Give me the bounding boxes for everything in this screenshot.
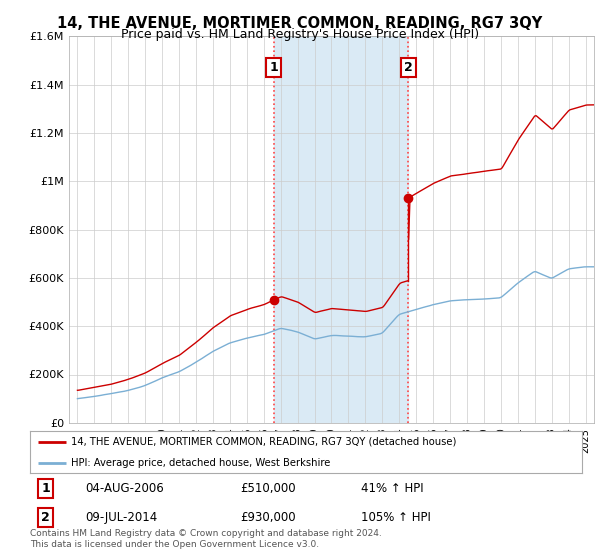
Text: Contains HM Land Registry data © Crown copyright and database right 2024.
This d: Contains HM Land Registry data © Crown c… [30, 529, 382, 549]
Text: 105% ↑ HPI: 105% ↑ HPI [361, 511, 431, 524]
Text: 04-AUG-2006: 04-AUG-2006 [85, 482, 164, 494]
Text: 2: 2 [41, 511, 50, 524]
Text: HPI: Average price, detached house, West Berkshire: HPI: Average price, detached house, West… [71, 458, 331, 468]
Text: Price paid vs. HM Land Registry's House Price Index (HPI): Price paid vs. HM Land Registry's House … [121, 28, 479, 41]
Text: £510,000: £510,000 [240, 482, 295, 494]
Text: 14, THE AVENUE, MORTIMER COMMON, READING, RG7 3QY (detached house): 14, THE AVENUE, MORTIMER COMMON, READING… [71, 437, 457, 447]
Text: £930,000: £930,000 [240, 511, 295, 524]
Text: 09-JUL-2014: 09-JUL-2014 [85, 511, 157, 524]
Text: 14, THE AVENUE, MORTIMER COMMON, READING, RG7 3QY: 14, THE AVENUE, MORTIMER COMMON, READING… [58, 16, 542, 31]
Text: 41% ↑ HPI: 41% ↑ HPI [361, 482, 424, 494]
Text: 1: 1 [41, 482, 50, 494]
Text: 2: 2 [404, 61, 412, 74]
Bar [274, 36, 408, 423]
Text: 1: 1 [269, 61, 278, 74]
